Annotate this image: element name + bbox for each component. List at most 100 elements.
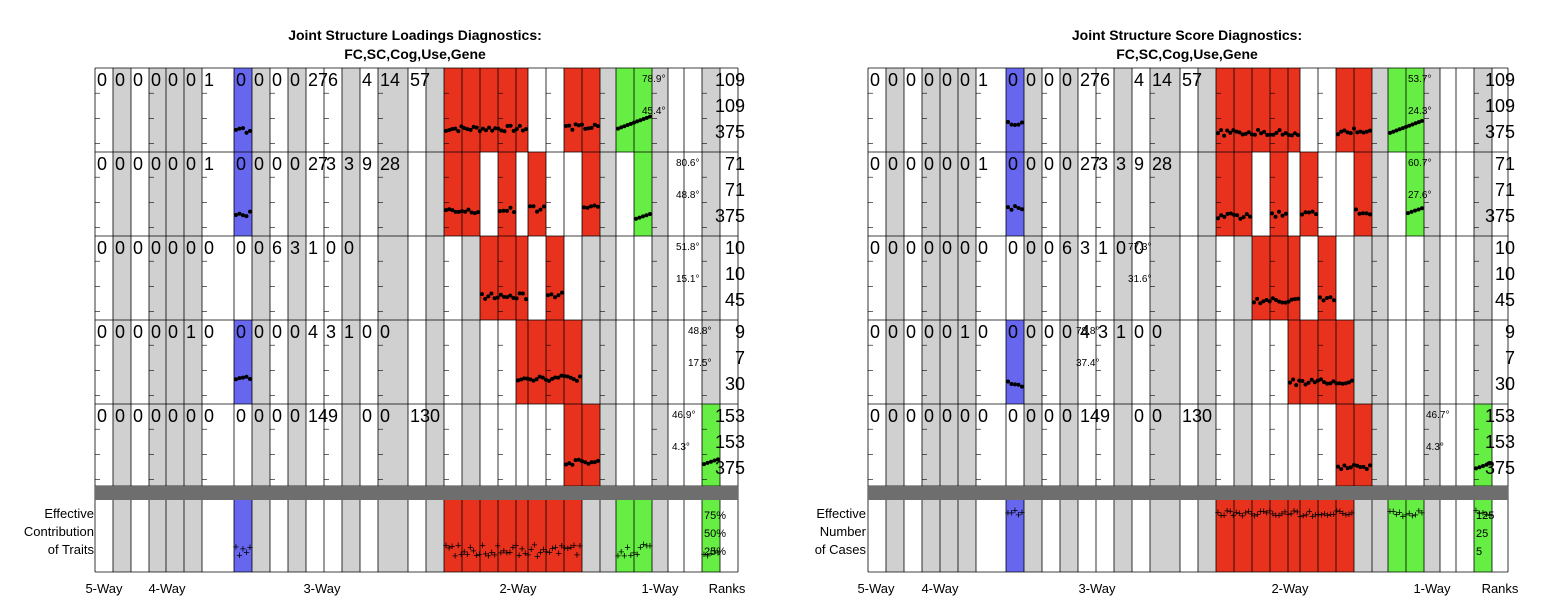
data-point <box>1477 465 1482 470</box>
data-point <box>1355 463 1360 468</box>
x-group-label: Ranks <box>1482 581 1519 596</box>
data-point <box>1244 212 1249 217</box>
count-label: 0 <box>151 322 161 342</box>
count-label: 28 <box>380 154 400 174</box>
count-label: 0 <box>1044 406 1054 426</box>
rank-label: 30 <box>725 374 745 394</box>
data-point <box>1216 131 1220 136</box>
data-point <box>1268 132 1273 137</box>
bottom-mark: + <box>452 551 458 563</box>
bottom-mark: + <box>470 545 476 557</box>
data-point <box>505 123 510 128</box>
data-point <box>480 292 484 297</box>
bottom-tick: 75% <box>704 510 726 522</box>
data-point <box>1474 466 1478 471</box>
angle-lower: 17.5° <box>688 358 711 369</box>
count-label: 0 <box>236 238 246 258</box>
bottom-mark: + <box>715 548 721 560</box>
count-label: 0 <box>115 406 125 426</box>
data-point <box>1361 211 1365 216</box>
data-point <box>484 128 488 133</box>
bottom-row-label: Contribution <box>24 524 94 539</box>
data-point <box>1348 131 1353 136</box>
data-point <box>1391 129 1396 134</box>
bottom-mark: + <box>534 551 540 563</box>
bottom-mark: + <box>637 542 643 554</box>
data-point <box>1013 382 1017 387</box>
x-group-label: 1-Way <box>641 581 679 596</box>
count-label: 0 <box>204 406 214 426</box>
bottom-mark: + <box>498 548 504 560</box>
data-point <box>535 209 539 214</box>
count-label: 0 <box>870 70 880 90</box>
count-label: 149 <box>1080 406 1110 426</box>
data-point <box>514 126 519 131</box>
data-point <box>592 122 597 127</box>
data-point <box>622 124 627 129</box>
count-label: 0 <box>290 154 300 174</box>
count-label: 0 <box>1008 406 1018 426</box>
bottom-mark: + <box>531 540 537 552</box>
count-label: 0 <box>924 154 934 174</box>
count-label: 6 <box>272 238 282 258</box>
bottom-mark: + <box>1480 508 1486 520</box>
count-label: 0 <box>151 238 161 258</box>
count-label: 0 <box>1134 322 1144 342</box>
rank-label: 10 <box>725 264 745 284</box>
data-point <box>241 213 245 218</box>
bottom-mark: + <box>1321 508 1327 520</box>
rank-label: 71 <box>1495 154 1515 174</box>
data-point <box>514 296 519 301</box>
data-point <box>1280 213 1285 218</box>
data-point <box>570 462 575 467</box>
data-point <box>237 126 242 131</box>
count-label: 0 <box>1062 322 1072 342</box>
bottom-mark: + <box>1487 510 1493 522</box>
rank-label: 153 <box>1485 432 1515 452</box>
data-point <box>244 214 249 219</box>
data-point <box>1241 215 1246 220</box>
data-point <box>570 127 575 132</box>
count-label: 0 <box>1026 406 1036 426</box>
data-point <box>1273 214 1278 219</box>
bottom-mark: + <box>476 549 482 561</box>
bottom-mark: + <box>1282 506 1288 518</box>
count-label: 0 <box>1008 70 1018 90</box>
angle-lower: 24.3° <box>1408 106 1431 117</box>
data-point <box>553 375 558 380</box>
angle-lower: 45.4° <box>642 106 665 117</box>
data-point <box>1404 124 1408 129</box>
angle-upper: 53.7° <box>1408 74 1431 85</box>
data-point <box>1297 378 1302 383</box>
data-point <box>1334 381 1339 386</box>
bottom-mark: + <box>455 540 461 552</box>
count-label: 0 <box>254 154 264 174</box>
data-point <box>1368 128 1372 133</box>
data-point <box>1286 133 1291 138</box>
bottom-row-label: of Traits <box>48 542 95 557</box>
data-point <box>237 211 242 216</box>
count-label: 4 <box>308 322 318 342</box>
count-label: 57 <box>410 70 430 90</box>
data-point <box>1274 130 1279 135</box>
data-point <box>1292 297 1297 302</box>
data-point <box>524 297 528 302</box>
rank-label: 109 <box>715 96 745 116</box>
x-group-label: 5-Way <box>85 581 123 596</box>
count-label: 0 <box>960 70 970 90</box>
count-label: 0 <box>1026 154 1036 174</box>
count-label: 0 <box>380 322 390 342</box>
bottom-mark: + <box>243 547 249 559</box>
block-1-way <box>1406 152 1424 236</box>
data-point <box>1222 214 1227 219</box>
data-point <box>589 204 593 209</box>
data-point <box>1289 297 1294 302</box>
count-label: 0 <box>204 238 214 258</box>
count-label: 276 <box>1080 70 1110 90</box>
data-point <box>1312 380 1317 385</box>
data-point <box>1314 212 1318 217</box>
x-group-label: 4-Way <box>921 581 959 596</box>
count-label: 0 <box>272 322 282 342</box>
data-point <box>1009 122 1014 127</box>
data-point <box>1388 130 1392 135</box>
